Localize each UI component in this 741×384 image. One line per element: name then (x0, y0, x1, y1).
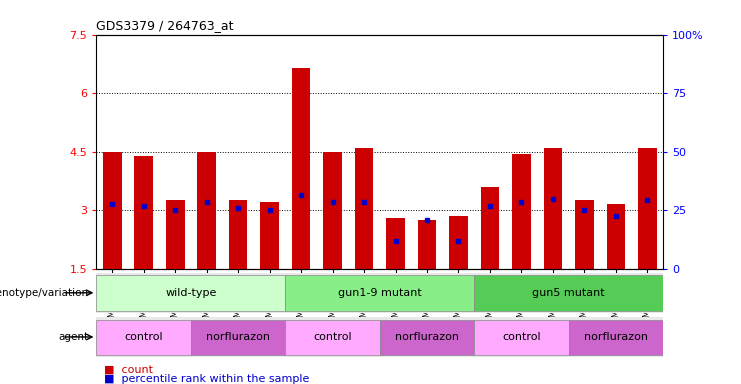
Bar (165, 200, 185, 269)
Bar (355, 148, 373, 269)
Bar (449, 216, 468, 269)
Bar (386, 218, 405, 269)
Bar (606, 204, 625, 269)
Text: norflurazon: norflurazon (584, 332, 648, 342)
Bar (96, 317, 663, 357)
Bar (474, 319, 569, 355)
Bar (512, 154, 531, 269)
Text: gun1-9 mutant: gun1-9 mutant (338, 288, 422, 298)
Bar (228, 200, 247, 269)
Text: ■  count: ■ count (104, 364, 153, 374)
Bar (96, 273, 663, 313)
Text: control: control (313, 332, 352, 342)
Bar (418, 220, 436, 269)
Text: wild-type: wild-type (165, 288, 216, 298)
Bar (102, 152, 122, 269)
Text: gun5 mutant: gun5 mutant (532, 288, 605, 298)
Bar (575, 200, 594, 269)
Bar (474, 275, 663, 311)
Bar (285, 319, 380, 355)
Bar (96, 319, 191, 355)
Bar (544, 148, 562, 269)
Bar (96, 275, 285, 311)
Bar (285, 275, 474, 311)
Bar (638, 148, 657, 269)
Bar (292, 68, 310, 269)
Bar (569, 319, 663, 355)
Text: control: control (502, 332, 541, 342)
Text: genotype/variation: genotype/variation (0, 288, 89, 298)
Text: control: control (124, 332, 163, 342)
Bar (323, 152, 342, 269)
Bar (260, 202, 279, 269)
Bar (379, 319, 474, 355)
Text: GDS3379 / 264763_at: GDS3379 / 264763_at (96, 19, 234, 32)
Bar (480, 187, 499, 269)
Text: norflurazon: norflurazon (206, 332, 270, 342)
Bar (191, 319, 285, 355)
Bar (197, 152, 216, 269)
Text: norflurazon: norflurazon (395, 332, 459, 342)
Text: agent: agent (59, 332, 89, 342)
Bar (134, 156, 153, 269)
Text: ■  percentile rank within the sample: ■ percentile rank within the sample (104, 374, 309, 384)
